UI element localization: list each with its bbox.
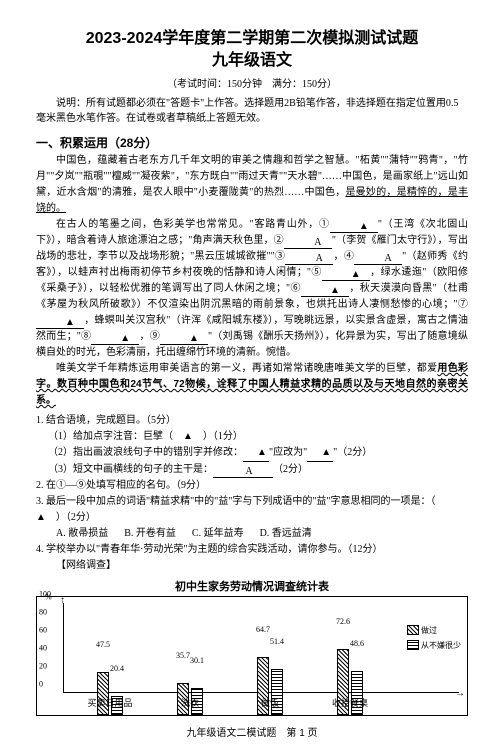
q3-options: A. 敝帚损益 B. 开卷有益 C. 延年益寿 D. 香远益清 [36,526,468,542]
y-tick-label: 40 [39,643,47,652]
bar-value: 51.4 [262,637,292,646]
exam-info: （考试时间：150分钟 满分：150分） [36,75,468,90]
blank-9[interactable]: ▲ [160,334,208,345]
q1-3-blank[interactable]: A [213,467,273,478]
y-tick-label: 0 [39,679,43,688]
opt-d[interactable]: D. 香远益清 [260,526,312,542]
bar-value: 47.5 [88,640,118,649]
p3: 唯美文学千年精炼运用审美语言的第一义，再诸如常常诸晚唐唯美文学的巨擘，都爱 [56,363,437,374]
blank-2[interactable]: A [284,238,332,249]
y-tick-label: 60 [39,625,47,634]
x-category-label: 做饭 [240,696,300,709]
q1-3: （3）短文中画横线的句子的主干是：A（2分） [36,462,468,478]
instructions: 说明：所有试题都必须在"答题卡"上作答。选择题用2B铅笔作答，非选择题在指定位置… [36,96,468,126]
q1-2-blank-a[interactable]: ▲ [243,445,269,462]
bar-value: 20.4 [102,664,132,673]
legend-item-2: 从不嫌很少 [407,640,461,651]
q1-3a: （3）短文中画横线的句子的主干是： [48,464,213,475]
chart-title: 初中生家务劳动情况调查统计表 [36,578,468,594]
q2: 2. 在①—⑨处填写相应的名句。（9分） [36,478,468,494]
q3: 3. 最后一段中加点的词语"精益求精"中的"益"字与下列成语中的"益"字意思相同… [36,494,468,526]
title-line2: 九年级语文 [36,50,468,72]
q1-2-blank-b[interactable]: ▲ [307,445,333,462]
net-label: 【网络调查】 [36,558,468,574]
legend-swatch-2 [407,640,419,650]
question-list: 1. 结合语境，完成题目。（5分） （1）给加点字注音：巨擘（ ▲ ）（1分） … [36,413,468,574]
x-category-label: 洗衣 [160,696,220,709]
q1-1: （1）给加点字注音：巨擘（ ▲ ）（1分） [36,429,468,445]
legend: 做过 从不嫌很少 [407,625,461,655]
legend-label-2: 从不嫌很少 [421,640,461,651]
section-1-heading: 一、积累运用（28分） [36,134,468,151]
p2a: 在古人的笔墨之间，色彩美学也常常见。"客路青山外，① [56,219,330,230]
y-tick-label: 80 [39,607,47,616]
blank-5[interactable]: ▲ [322,270,370,281]
blank-7[interactable]: ▲ [36,318,84,329]
q1-2c: "（2分） [333,447,372,458]
q4: 4. 学校举办以"青春年华·劳动光荣"为主题的综合实践活动，请你参与。（12分） [36,542,468,558]
title-line1: 2023-2024学年度第二学期第二次模拟测试试题 [36,28,468,50]
blank-4[interactable]: A [354,254,402,265]
opt-a[interactable]: A. 敝帚损益 [56,526,108,542]
passage: 中国色，蕴藏着古老东方几千年文明的审美之情趣和哲学之智慧。"柘黄""蒲特""鸦青… [36,153,468,409]
opt-b[interactable]: B. 开卷有益 [124,526,176,542]
x-category-label: 收拾餐桌 [320,696,380,709]
q1-3b: （2分） [273,464,308,475]
legend-label-1: 做过 [421,625,437,636]
p2h: ，⑨ [139,331,160,342]
bar-value: 72.6 [328,617,358,626]
q1-2b: "应改为" [269,447,307,458]
opt-c[interactable]: C. 延年益寿 [192,526,244,542]
x-category-label: 买卖日用品 [80,696,140,709]
page-footer: 九年级语文二模试题 第 1 页 [36,724,468,739]
q1: 1. 结合语境，完成题目。（5分） [36,413,468,429]
chart-wrap: 初中生家务劳动情况调查统计表 ↑ → 做过 从不嫌很少 020406080100… [36,578,468,716]
bar-chart: ↑ → 做过 从不嫌很少 020406080100%47.520.4买卖日用品3… [36,596,468,716]
legend-swatch-1 [407,625,419,635]
blank-8[interactable]: ▲ [91,334,139,345]
bar-value: 48.6 [342,639,372,648]
x-arrow-icon: → [455,688,465,699]
blank-3[interactable]: A [285,254,333,265]
blank-1[interactable]: ▲ [330,222,378,233]
bar-value: 64.7 [248,625,278,634]
blank-6[interactable]: ▲ [301,286,349,297]
y-tick-label: 20 [39,661,47,670]
y-unit: % [45,592,52,601]
q1-2a: （2）指出画波浪线句子中的错别字并修改： [48,447,243,458]
y-axis [63,603,64,693]
q1-2: （2）指出画波浪线句子中的错别字并修改：▲"应改为"▲"（2分） [36,445,468,462]
legend-item-1: 做过 [407,625,461,636]
bar-value: 30.1 [182,656,212,665]
